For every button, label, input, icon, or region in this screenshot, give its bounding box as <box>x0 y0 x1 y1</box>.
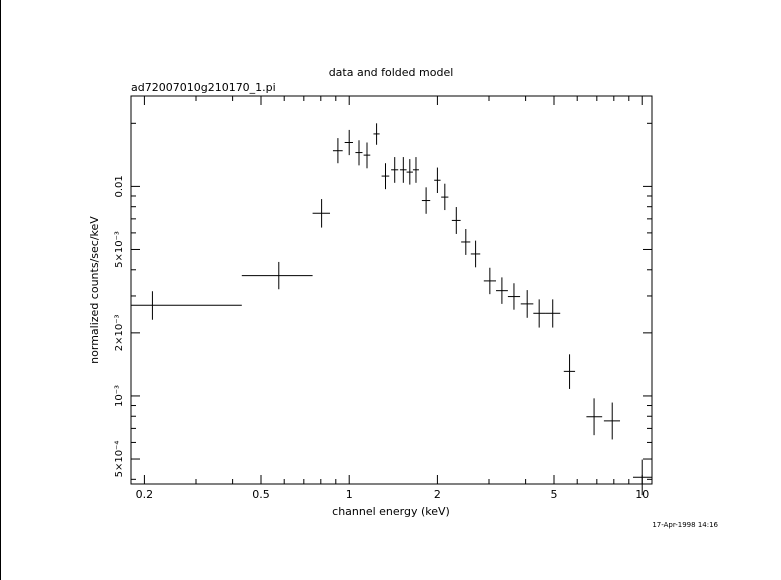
data-point <box>355 140 363 166</box>
x-axis-label: channel energy (keV) <box>332 505 450 518</box>
data-point <box>451 207 461 234</box>
data-point <box>461 229 471 255</box>
y-tick-label: 5×10⁻³ <box>114 231 125 268</box>
chart-subtitle: ad72007010g210170_1.pi <box>131 81 276 94</box>
y-tick-label: 5×10⁻⁴ <box>114 441 125 478</box>
data-point <box>421 187 431 214</box>
x-tick-label: 0.5 <box>252 488 270 501</box>
data-point <box>344 129 353 156</box>
data-point <box>496 277 508 304</box>
data-point <box>507 283 521 310</box>
data-point <box>563 354 576 389</box>
data-point <box>412 157 419 183</box>
data-point <box>332 138 343 164</box>
data-point <box>363 142 371 169</box>
y-tick-label: 10⁻³ <box>114 385 125 407</box>
data-point <box>470 240 481 268</box>
x-tick-label: 1 <box>346 488 353 501</box>
data-point <box>381 163 390 190</box>
data-point <box>545 299 561 328</box>
data-point <box>520 290 534 318</box>
data-point <box>483 267 497 295</box>
y-tick-label: 0.01 <box>114 175 125 197</box>
y-tick-label: 2×10⁻³ <box>114 314 125 351</box>
timestamp: 17-Apr-1998 14:16 <box>652 521 718 529</box>
data-point <box>406 159 413 185</box>
data-point <box>373 123 380 145</box>
x-tick-label: 0.2 <box>136 488 154 501</box>
data-point <box>131 291 242 320</box>
data-point <box>241 261 313 290</box>
data-point <box>312 199 331 228</box>
y-tick-labels: 5×10⁻⁴ 10⁻³ 2×10⁻³ 5×10⁻³ 0.01 <box>114 175 125 477</box>
data-point <box>399 157 407 183</box>
data-point <box>391 157 399 183</box>
x-tick-labels: 0.2 0.5 1 2 5 10 <box>136 488 650 501</box>
axis-ticks <box>131 96 652 484</box>
x-tick-label: 2 <box>434 488 441 501</box>
y-axis-label: normalized counts/sec/keV <box>88 216 101 364</box>
plot-frame <box>130 95 653 485</box>
data-point <box>533 299 546 328</box>
data-points <box>131 123 652 496</box>
data-point <box>586 398 603 436</box>
data-point <box>434 167 441 193</box>
chart-title: data and folded model <box>329 66 454 79</box>
data-point <box>632 459 652 496</box>
data-point <box>603 402 621 440</box>
data-point <box>441 183 449 211</box>
x-tick-label: 5 <box>551 488 558 501</box>
